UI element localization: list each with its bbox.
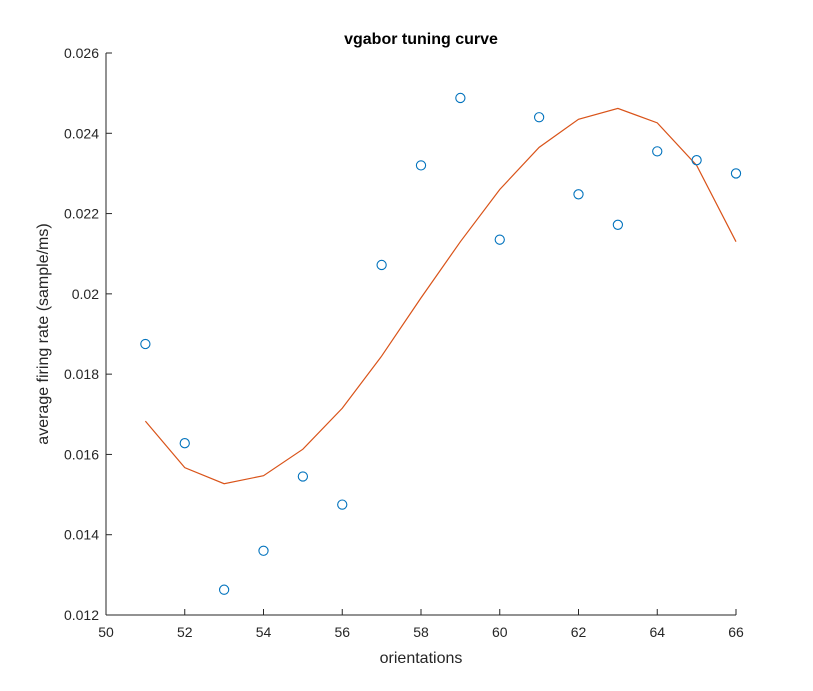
fit-line	[144, 107, 737, 485]
scatter-point	[730, 168, 742, 179]
scatter-point	[494, 234, 505, 245]
tick-group: 50 52 54 56 58 60 62 64 66 0.012 0.014 0.016 0.018 0.…	[64, 45, 744, 640]
scatter-point	[297, 471, 309, 482]
y-tick-label: 0.014	[64, 527, 99, 543]
y-tick-label: 0.024	[64, 125, 99, 141]
x-tick-label: 54	[256, 624, 272, 640]
scatter-point	[415, 160, 427, 171]
scatter-point	[691, 155, 702, 166]
scatter-point	[258, 545, 269, 556]
y-tick-label: 0.018	[64, 366, 99, 382]
scatter-point	[612, 219, 624, 230]
x-tick-label: 56	[334, 624, 350, 640]
scatter-point	[218, 584, 230, 595]
y-tick-label: 0.026	[64, 45, 99, 61]
scatter-point	[573, 189, 584, 200]
scatter-series	[140, 92, 742, 595]
y-tick-label: 0.022	[64, 206, 99, 222]
scatter-point	[337, 499, 348, 510]
y-axis-label: average firing rate (sample/ms)	[35, 223, 52, 444]
y-tick-label: 0.016	[64, 446, 99, 462]
x-tick-label: 64	[649, 624, 665, 640]
x-tick-label: 60	[492, 624, 508, 640]
x-tick-label: 50	[98, 624, 114, 640]
x-axis-label: orientations	[380, 650, 463, 667]
x-tick-label: 52	[177, 624, 193, 640]
x-tick-label: 66	[728, 624, 744, 640]
scatter-point	[376, 259, 387, 271]
scatter-point	[140, 338, 151, 350]
axes	[105, 53, 736, 616]
x-tick-label: 62	[571, 624, 587, 640]
y-tick-label: 0.012	[64, 607, 99, 623]
scatter-point	[455, 92, 466, 104]
fit-line-series	[144, 107, 737, 485]
x-tick-label: 58	[413, 624, 429, 640]
y-tick-label: 0.02	[72, 286, 99, 302]
scatter-point	[533, 112, 545, 123]
scatter-point	[179, 438, 190, 449]
chart-title: vgabor tuning curve	[344, 31, 498, 48]
scatter-point	[652, 146, 663, 157]
